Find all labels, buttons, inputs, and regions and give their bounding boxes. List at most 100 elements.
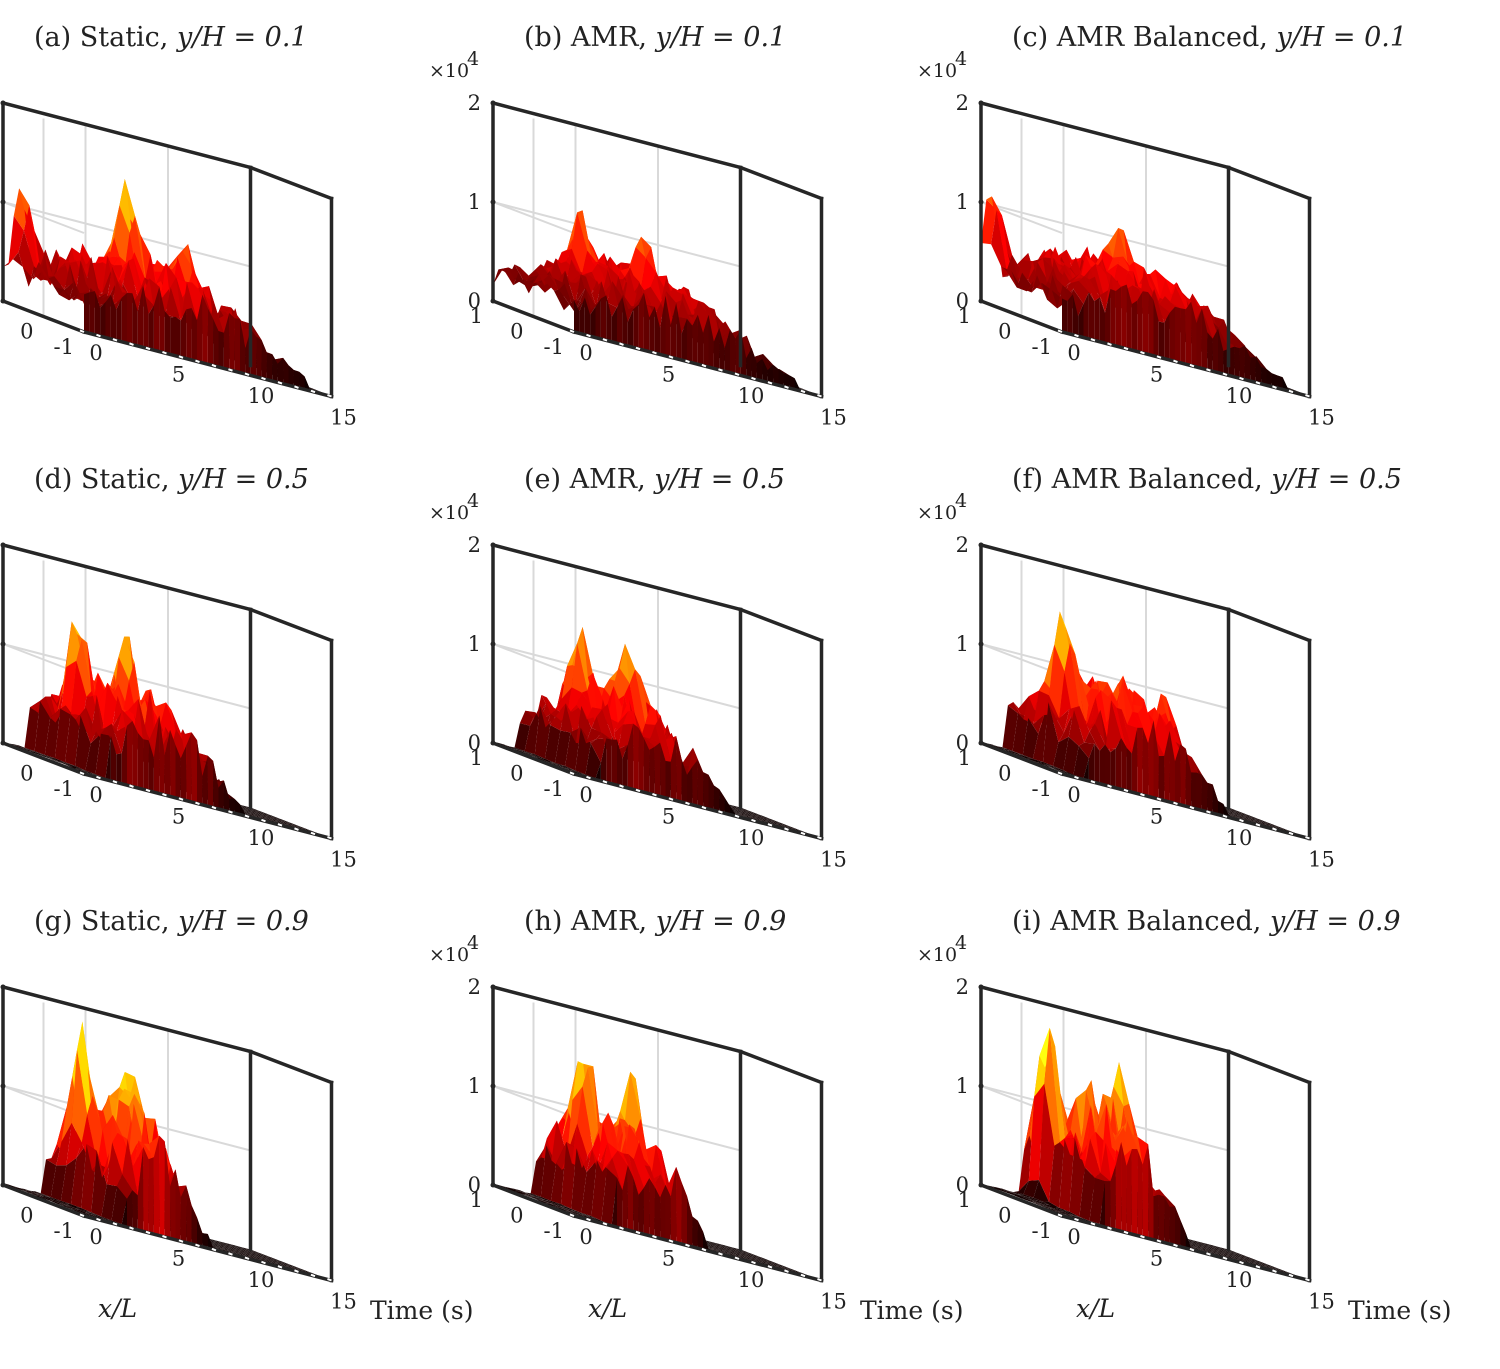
- surface-facet: [64, 264, 80, 301]
- surface-skirt-facet: [719, 789, 725, 814]
- surface-skirt-facet: [175, 1169, 181, 1242]
- surface-facet: [227, 1247, 243, 1253]
- surface-facet: [64, 1205, 80, 1210]
- axes-box: [978, 100, 1312, 399]
- surface-skirt-facet: [692, 1216, 698, 1249]
- t-tick-mark: [178, 797, 184, 801]
- surface-facet: [1078, 1217, 1095, 1223]
- surface-skirt-facet: [186, 732, 192, 802]
- x-axis-title: x/L: [98, 1294, 138, 1323]
- surface-facet: [569, 1211, 586, 1216]
- surface-facet: [1194, 1244, 1210, 1250]
- surface-facet: [630, 247, 646, 293]
- surface-skirt-facet: [665, 1184, 671, 1242]
- surface-facet: [69, 764, 86, 771]
- surface-skirt-facet: [773, 364, 779, 386]
- surface-facet: [133, 258, 150, 295]
- surface-facet: [719, 321, 736, 341]
- surface-facet: [85, 733, 101, 775]
- surface-facet: [613, 1124, 630, 1169]
- surface-facet: [1205, 1247, 1221, 1253]
- surface-facet: [581, 705, 597, 728]
- surface-facet: [1221, 1251, 1237, 1257]
- surface-facet: [764, 818, 781, 825]
- axes-box: [490, 100, 824, 399]
- surface-skirt: [84, 1135, 332, 1281]
- surface-facet: [738, 1252, 755, 1258]
- surface-skirt-facet: [1131, 727, 1138, 794]
- surface-facet: [165, 1164, 181, 1198]
- surface-facet: [758, 1260, 775, 1266]
- surface-facet: [745, 1252, 761, 1258]
- surface-facet: [1215, 1250, 1231, 1257]
- surface-skirt-facet: [1067, 294, 1073, 335]
- x-tick-label: -1: [544, 335, 564, 359]
- surface-facet: [566, 248, 582, 275]
- surface-facet: [212, 1240, 228, 1246]
- surface-facet: [1198, 1247, 1214, 1253]
- surface-facet: [1202, 305, 1218, 339]
- t-tick-mark: [784, 1269, 789, 1273]
- surface-facet: [106, 266, 123, 302]
- surface-facet: [1094, 1172, 1111, 1182]
- t-tick-mark: [211, 363, 217, 368]
- surface-skirt-facet: [649, 1178, 655, 1237]
- t-tick-mark: [685, 359, 690, 364]
- surface-facet: [709, 1248, 726, 1254]
- t-tick-label: 0: [1067, 1225, 1080, 1249]
- surface-facet: [1043, 249, 1060, 272]
- surface-skirt-facet: [180, 1185, 187, 1243]
- surface-facet: [997, 1187, 1013, 1193]
- surface-facet: [639, 283, 656, 314]
- surface-facet: [1017, 753, 1033, 759]
- surface-facet: [620, 247, 636, 278]
- surface-facet: [601, 281, 617, 317]
- ticks: [1057, 329, 1310, 398]
- surface-facet: [254, 812, 270, 818]
- z-tick-dot: [978, 984, 984, 990]
- x-tick-label: 0: [510, 1204, 523, 1228]
- surface-facet: [128, 698, 144, 750]
- t-tick-mark: [195, 359, 200, 364]
- surface-facet: [39, 1194, 55, 1200]
- surface-facet: [623, 294, 639, 310]
- surface-facet: [560, 1206, 576, 1211]
- surface-facet: [1216, 1248, 1232, 1255]
- surface-skirt-facet: [1169, 1206, 1175, 1246]
- surface-facet: [112, 260, 129, 284]
- surface-skirt-facet: [1277, 375, 1283, 390]
- surface-facet: [1001, 1190, 1018, 1195]
- surface-facet: [625, 1071, 641, 1135]
- surface-facet: [1226, 811, 1242, 817]
- surface-facet: [1252, 819, 1268, 826]
- surface-skirt-facet: [164, 310, 171, 355]
- surface-facet: [95, 733, 111, 779]
- z-tick-dot: [978, 298, 984, 304]
- x-tick-label: 0: [510, 762, 523, 786]
- t-tick-label: 0: [579, 341, 592, 365]
- z-tick-label: 0: [468, 289, 481, 313]
- surface-facet: [248, 811, 264, 817]
- surface-facet: [759, 817, 775, 823]
- surface-facet: [549, 1203, 565, 1210]
- panel-title-prefix: (b) AMR,: [524, 22, 656, 53]
- surface-facet: [650, 724, 666, 761]
- z-tick-dot: [978, 641, 984, 647]
- surface-skirt-facet: [213, 760, 219, 810]
- surface-facet: [1027, 1199, 1043, 1205]
- surface-facet: [1013, 1180, 1029, 1195]
- surface-skirt-facet: [283, 357, 289, 386]
- t-tick-mark: [112, 1222, 118, 1226]
- surface-facet: [591, 1160, 607, 1221]
- surface-facet: [1201, 1243, 1217, 1249]
- surface-skirt-facet: [584, 297, 591, 337]
- surface-facet: [721, 1250, 737, 1256]
- surface-facet: [233, 1247, 249, 1253]
- surface-facet: [1206, 1245, 1222, 1251]
- t-tick-mark: [1239, 818, 1244, 823]
- t-tick-mark: [1206, 1252, 1211, 1256]
- surface-skirt-facet: [1105, 289, 1111, 345]
- t-tick-mark: [1255, 823, 1261, 827]
- surface-facet: [134, 661, 150, 729]
